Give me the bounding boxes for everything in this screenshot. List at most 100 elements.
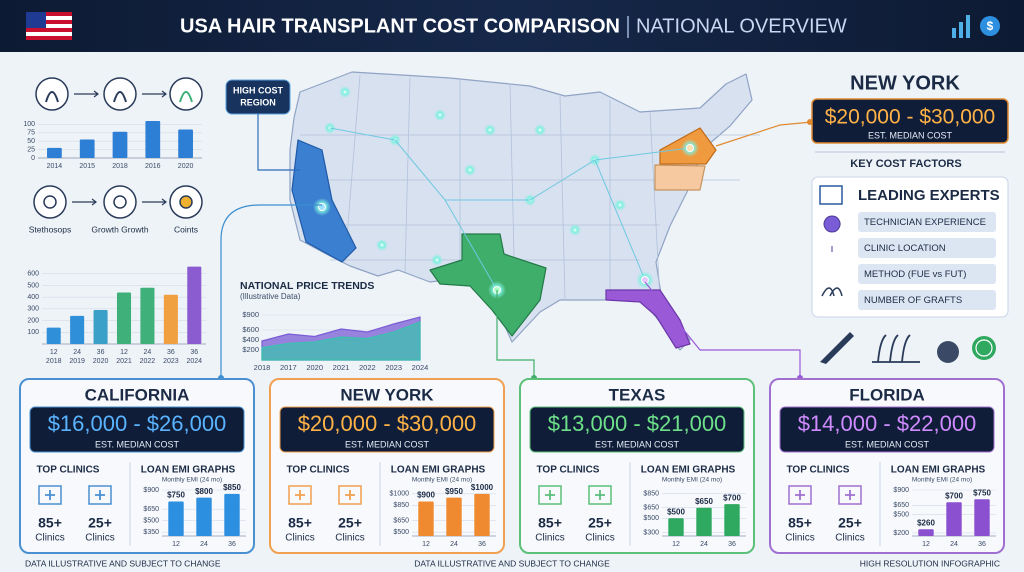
feature-cost-label: EST. MEDIAN COST <box>868 130 953 140</box>
x-tick-label: 2018 <box>112 163 128 170</box>
x-tick-label: 2018 <box>254 363 271 372</box>
y-tick-label: $900 <box>143 487 159 494</box>
clinic-icon <box>38 485 62 505</box>
x-tick-label: 36 <box>228 541 236 548</box>
y-tick-label: $200 <box>893 530 909 537</box>
bar <box>696 507 712 536</box>
connector <box>715 121 813 147</box>
bar <box>187 266 202 344</box>
factor-text: CLINIC LOCATION <box>864 243 946 254</box>
bar <box>93 310 108 344</box>
emi-subtitle: Monthly EMI (24 mo) <box>912 477 972 484</box>
clinic-icon <box>95 490 105 500</box>
emi-title: LOAN EMI GRAPHS <box>891 465 986 476</box>
x-tick-label: 2024 <box>412 363 429 372</box>
header-icons: $ <box>952 15 1000 38</box>
chart-subtitle: (Illustrative Data) <box>240 292 301 301</box>
value-label: $900 <box>417 491 435 500</box>
callout-text: REGION <box>240 97 276 107</box>
y-tick-label: $850 <box>643 490 659 497</box>
value-label: $700 <box>723 493 741 502</box>
x-tick-label: 2021 <box>333 363 350 372</box>
bar <box>224 493 240 536</box>
x-tick-label: 36 <box>190 349 198 356</box>
clinic-count: 25+ <box>88 515 112 531</box>
clinic-icon <box>838 485 862 505</box>
svg-text:$: $ <box>987 19 994 33</box>
y-tick-label: $350 <box>143 529 159 536</box>
y-tick-label: $300 <box>643 529 659 536</box>
y-tick-label: 100 <box>27 329 39 336</box>
connector <box>220 204 322 378</box>
map-network <box>329 127 691 291</box>
factor-row <box>858 264 996 284</box>
y-tick-label: 50 <box>27 138 35 145</box>
clinic-label: Clinics <box>585 533 614 544</box>
y-tick-label: 300 <box>27 306 39 313</box>
clinic-label: Clinics <box>335 533 364 544</box>
x-tick-label: 24 <box>73 349 81 356</box>
x-tick-sublabel: 2024 <box>186 358 202 365</box>
icon <box>821 287 843 297</box>
map-node <box>464 164 476 176</box>
icon-label: Stethosops <box>29 224 72 234</box>
clinic-count: 85+ <box>38 515 62 531</box>
clinics-title: TOP CLINICS <box>287 465 350 476</box>
icon-follicle <box>872 334 920 363</box>
emi-title: LOAN EMI GRAPHS <box>641 465 736 476</box>
callout-text: HIGH COST <box>233 85 284 95</box>
connector <box>257 114 300 171</box>
state-border <box>649 111 661 301</box>
x-tick-label: 36 <box>478 541 486 548</box>
clinic-label: Clinics <box>285 533 314 544</box>
x-tick-label: 24 <box>950 541 958 548</box>
y-tick-label: $200 <box>242 345 259 354</box>
y-tick-label: $600 <box>242 325 259 334</box>
city-name: FLORIDA <box>849 385 925 404</box>
y-tick-label: $650 <box>643 505 659 512</box>
emi-title: LOAN EMI GRAPHS <box>391 465 486 476</box>
y-tick-label: 400 <box>27 294 39 301</box>
factor-row <box>858 212 996 232</box>
bar <box>918 529 934 536</box>
clinic-icon <box>845 490 855 500</box>
map-node <box>434 109 446 121</box>
state-florida <box>605 289 691 349</box>
icon <box>45 91 59 103</box>
bar <box>140 287 155 344</box>
arrow <box>142 90 167 98</box>
icon <box>43 195 57 209</box>
title: USA HAIR TRANSPLANT COST COMPARISON <box>180 15 620 37</box>
state-pennsylvania <box>654 164 706 191</box>
clinic-count: 85+ <box>538 515 562 531</box>
clinic-icon <box>288 485 312 505</box>
state-texas <box>429 233 547 337</box>
clinics-title: TOP CLINICS <box>787 465 850 476</box>
clinic-icon <box>295 490 305 500</box>
city-cost-label: EST. MEDIAN COST <box>345 439 430 449</box>
clinic-icon <box>45 490 55 500</box>
emi-subtitle: Monthly EMI (24 mo) <box>412 477 472 484</box>
x-tick-label: 12 <box>922 541 930 548</box>
icon <box>103 77 137 111</box>
bar <box>946 502 962 536</box>
city-cost-label: EST. MEDIAN COST <box>845 439 930 449</box>
x-tick-label: 2014 <box>47 163 63 170</box>
bar <box>116 292 132 344</box>
y-tick-label: $650 <box>393 518 409 525</box>
bar <box>196 497 212 536</box>
icon-scalpel <box>820 332 854 364</box>
clinic-label: Clinics <box>35 533 64 544</box>
city-cost-label: EST. MEDIAN COST <box>95 439 180 449</box>
clinic-icon <box>88 485 112 505</box>
x-tick-label: 36 <box>97 349 105 356</box>
bar <box>79 139 95 158</box>
emi-subtitle: Monthly EMI (24 mo) <box>162 477 222 484</box>
arrow <box>72 198 97 206</box>
icon <box>179 195 193 209</box>
factor-row <box>858 238 996 258</box>
city-cost-label: EST. MEDIAN COST <box>595 439 680 449</box>
value-label: $750 <box>167 491 185 500</box>
